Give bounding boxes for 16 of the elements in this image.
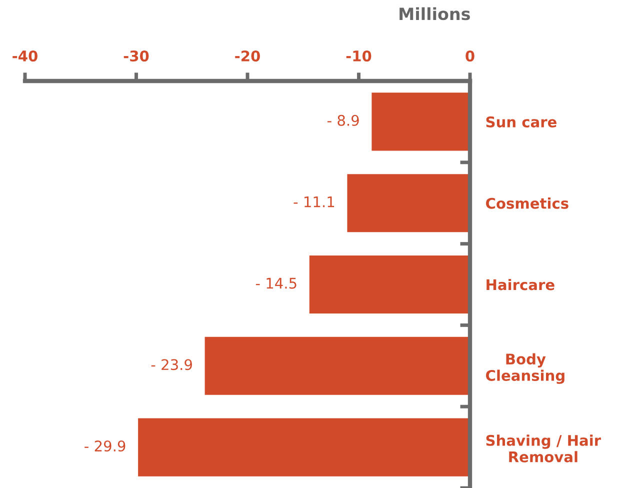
- x-axis-title: Millions: [400, 7, 470, 20]
- data-label: - 8.9: [328, 114, 359, 126]
- x-tick-label: -20: [235, 50, 260, 62]
- data-label: - 23.9: [151, 359, 192, 370]
- y-tick-label: Body Cleansing: [486, 353, 564, 384]
- y-tick-label: Haircare: [486, 278, 554, 290]
- data-label: - 29.9: [84, 440, 126, 452]
- x-tick-label: 0: [466, 50, 474, 62]
- data-label: - 11.1: [294, 196, 334, 208]
- data-label: - 14.5: [256, 278, 296, 289]
- x-tick-label: -30: [124, 50, 149, 62]
- y-tick-label: Shaving / Hair Removal: [486, 434, 602, 462]
- y-tick-label: Sun care: [486, 116, 556, 128]
- x-tick-label: -40: [12, 50, 38, 62]
- y-tick-label: Cosmetics: [486, 198, 568, 209]
- x-tick-label: -10: [346, 50, 372, 62]
